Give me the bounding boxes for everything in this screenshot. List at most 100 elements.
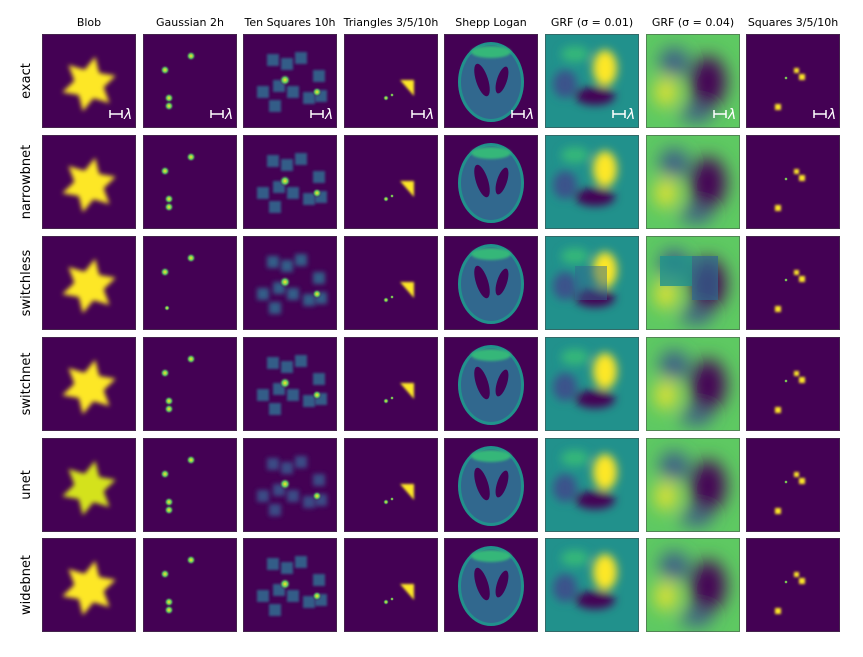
field-blobs — [656, 149, 726, 223]
blob — [62, 56, 116, 112]
square — [794, 371, 799, 376]
panel — [143, 538, 237, 632]
square — [257, 490, 269, 502]
scale-bar: λ — [210, 107, 233, 123]
panel — [545, 135, 639, 229]
field-blobs — [656, 552, 726, 626]
field-blobs — [553, 46, 617, 105]
square — [269, 403, 281, 415]
panel-background — [746, 538, 840, 632]
field-blobs — [553, 550, 617, 609]
square — [287, 288, 299, 300]
triangle — [400, 80, 414, 96]
square — [269, 302, 281, 314]
row-label: switchless — [19, 249, 34, 316]
spot — [160, 267, 170, 277]
square — [794, 270, 799, 275]
spot — [390, 597, 394, 601]
square — [303, 395, 315, 407]
spot — [784, 76, 788, 80]
square — [267, 155, 279, 167]
scale-bar: λ — [310, 107, 333, 123]
panel — [344, 135, 438, 229]
panel — [444, 236, 538, 330]
square — [295, 456, 307, 468]
panel — [646, 337, 740, 431]
panel — [143, 135, 237, 229]
panel: λ — [143, 34, 237, 128]
panel — [545, 438, 639, 532]
scale-bar: λ — [511, 107, 534, 123]
square — [303, 496, 315, 508]
scale-bar: λ — [109, 107, 132, 123]
panel — [344, 236, 438, 330]
square — [313, 474, 325, 486]
row-label: switchnet — [19, 353, 34, 416]
spot — [160, 569, 170, 579]
panel — [545, 538, 639, 632]
triangle — [400, 484, 414, 500]
square — [269, 504, 281, 516]
column-title: Shepp Logan — [455, 16, 527, 29]
square — [257, 187, 269, 199]
spot — [312, 390, 322, 400]
spot — [279, 478, 291, 490]
spot — [279, 377, 291, 389]
triangle — [400, 383, 414, 399]
panel — [243, 438, 337, 532]
square — [281, 462, 293, 474]
blob — [62, 560, 116, 616]
panel: λ — [243, 34, 337, 128]
panel — [746, 135, 840, 229]
spot — [383, 196, 389, 202]
square — [267, 54, 279, 66]
square — [281, 562, 293, 574]
square — [267, 458, 279, 470]
panel — [344, 337, 438, 431]
panel-background — [746, 236, 840, 330]
panel-background — [143, 538, 237, 632]
scale-bar-label: λ — [224, 107, 233, 123]
square — [269, 604, 281, 616]
panel — [545, 236, 639, 330]
square — [267, 357, 279, 369]
panel — [243, 538, 337, 632]
panel — [746, 337, 840, 431]
scale-bar-label: λ — [626, 107, 635, 123]
square — [295, 254, 307, 266]
spot — [383, 499, 389, 505]
column-title: GRF (σ = 0.04) — [652, 16, 734, 29]
column-title: GRF (σ = 0.01) — [551, 16, 633, 29]
square — [303, 92, 315, 104]
spot — [160, 469, 170, 479]
spot — [279, 175, 291, 187]
panel — [42, 538, 136, 632]
panel — [143, 337, 237, 431]
spot — [186, 455, 196, 465]
panel — [646, 236, 740, 330]
panel-background — [143, 34, 237, 128]
scale-bar-label: λ — [525, 107, 534, 123]
panel-background — [746, 34, 840, 128]
square — [281, 260, 293, 272]
panel-background — [344, 538, 438, 632]
panel: λ — [444, 34, 538, 128]
panel-background — [143, 337, 237, 431]
scale-bar-label: λ — [827, 107, 836, 123]
panel-background — [143, 135, 237, 229]
row-label: narrowbnet — [19, 145, 34, 220]
triangle — [400, 181, 414, 197]
column-titles: Blob Gaussian 2h Ten Squares 10h Triangles … — [77, 16, 838, 29]
panel-background — [746, 135, 840, 229]
square — [313, 272, 325, 284]
square — [303, 294, 315, 306]
spot — [164, 194, 174, 204]
scale-bar: λ — [813, 107, 836, 123]
triangle — [400, 282, 414, 298]
square — [267, 558, 279, 570]
panel — [545, 337, 639, 431]
row-labels: exact narrowbnet switchless switchnet unet wi… — [19, 63, 34, 615]
square — [281, 361, 293, 373]
spot — [383, 398, 389, 404]
square — [287, 86, 299, 98]
